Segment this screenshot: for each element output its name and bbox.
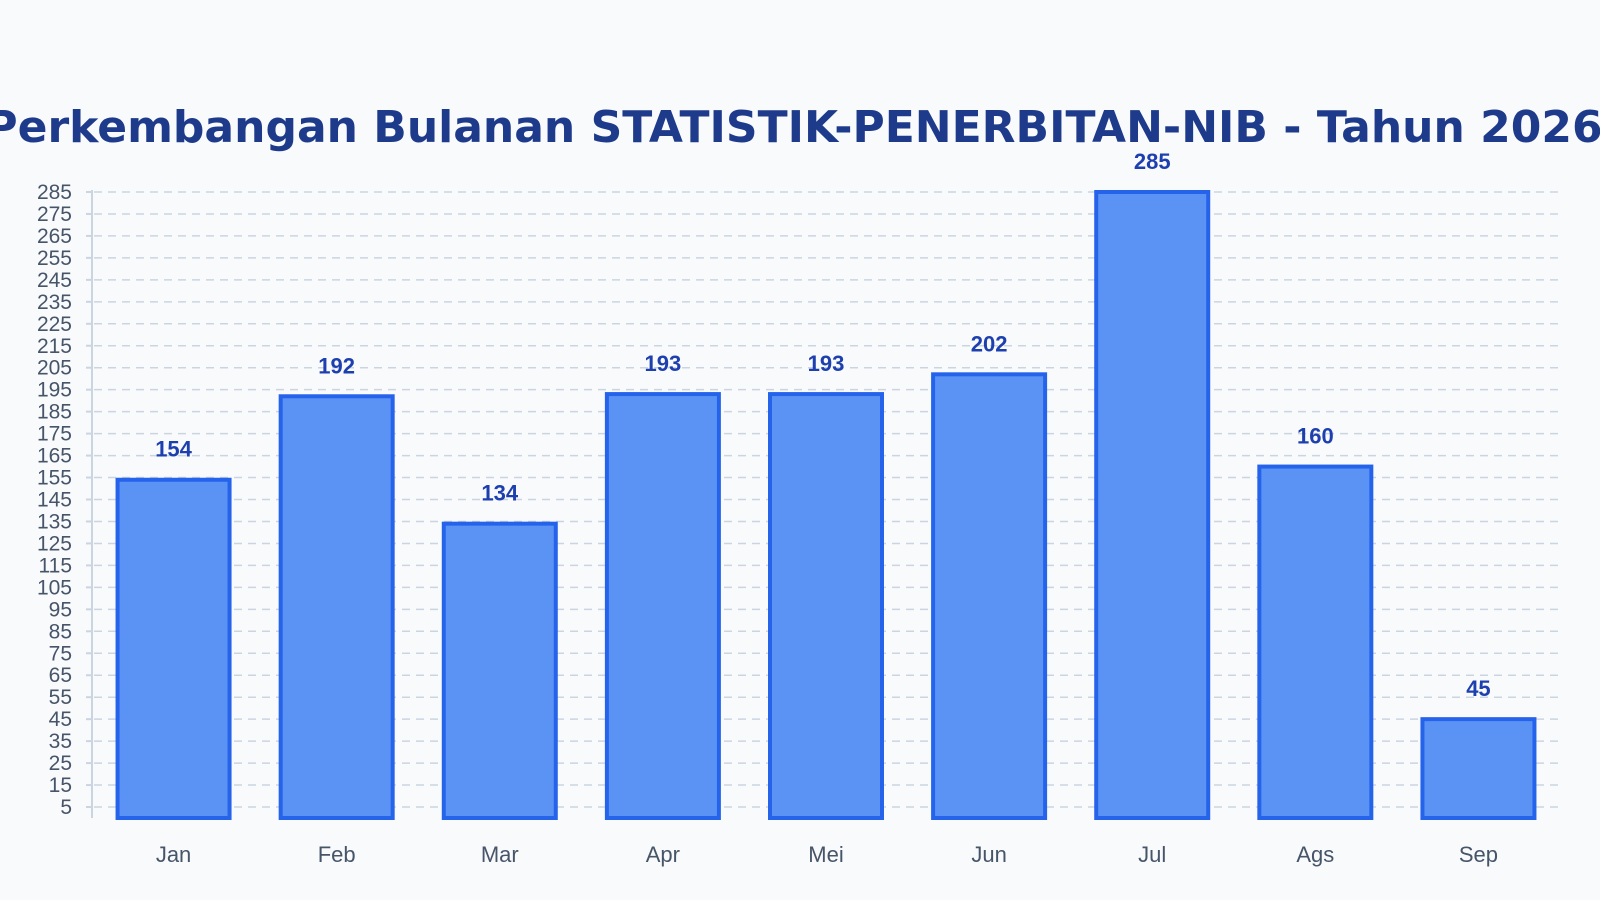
y-tick-label: 255 [37,247,72,270]
x-tick-label: Jan [156,842,191,867]
y-axis: 5152535455565758595105115125135145155165… [37,181,93,819]
x-tick-label: Jul [1138,842,1166,867]
x-tick-label: Apr [646,842,680,867]
data-label: 193 [645,351,682,376]
x-axis: Jan Feb Mar Apr Mei Jun Jul Ags Sep [156,842,1498,867]
y-tick-label: 35 [49,730,72,753]
y-tick-label: 105 [37,576,72,599]
y-tick-label: 155 [37,467,72,490]
y-tick-label: 125 [37,532,72,555]
y-tick-label: 175 [37,423,72,446]
y-tick-label: 75 [49,642,72,665]
y-tick-label: 195 [37,379,72,402]
y-tick-label: 275 [37,203,72,226]
data-label: 154 [155,437,192,462]
bars [115,190,1537,820]
y-tick-label: 135 [37,510,72,533]
bar-jun [931,372,1048,820]
bar-ags [1257,464,1374,820]
data-label: 202 [971,331,1008,356]
data-label: 192 [318,353,355,378]
y-tick-label: 285 [37,181,72,204]
bar-mei [768,392,884,820]
y-tick-label: 65 [49,664,72,687]
data-label: 160 [1297,424,1334,449]
data-label: 45 [1466,676,1490,701]
y-tick-label: 235 [37,291,72,314]
y-tick-label: 95 [49,598,72,621]
bar-sep [1420,717,1537,820]
y-tick-label: 45 [49,708,72,731]
chart-title: Perkembangan Bulanan STATISTIK-PENERBITA… [0,102,1600,153]
data-label: 134 [481,481,518,506]
y-tick-label: 145 [37,489,72,512]
bar-jul [1094,190,1211,820]
x-tick-label: Mar [481,842,519,867]
data-labels: 154 192 134 193 193 202 285 160 45 [155,149,1490,701]
x-tick-label: Jun [971,842,1006,867]
y-tick-label: 245 [37,269,72,292]
bar-jan [115,477,232,820]
bar-feb [278,394,395,820]
y-tick-label: 205 [37,357,72,380]
x-tick-label: Mei [808,842,843,867]
y-tick-label: 265 [37,225,72,248]
bar-mar [441,521,558,820]
y-tick-label: 165 [37,445,72,468]
y-tick-label: 225 [37,313,72,336]
x-tick-label: Ags [1296,842,1334,867]
y-tick-label: 115 [39,554,72,577]
y-tick-label: 85 [49,620,72,643]
data-label: 193 [808,351,845,376]
y-tick-label: 5 [60,796,72,819]
y-tick-label: 15 [49,774,72,797]
y-tick-label: 25 [49,752,72,775]
data-label: 285 [1134,149,1171,174]
y-tick-label: 55 [49,686,72,709]
bar-apr [604,392,721,820]
y-tick-label: 215 [37,335,72,358]
x-tick-label: Feb [318,842,356,867]
x-tick-label: Sep [1459,842,1498,867]
y-tick-label: 185 [37,401,72,424]
